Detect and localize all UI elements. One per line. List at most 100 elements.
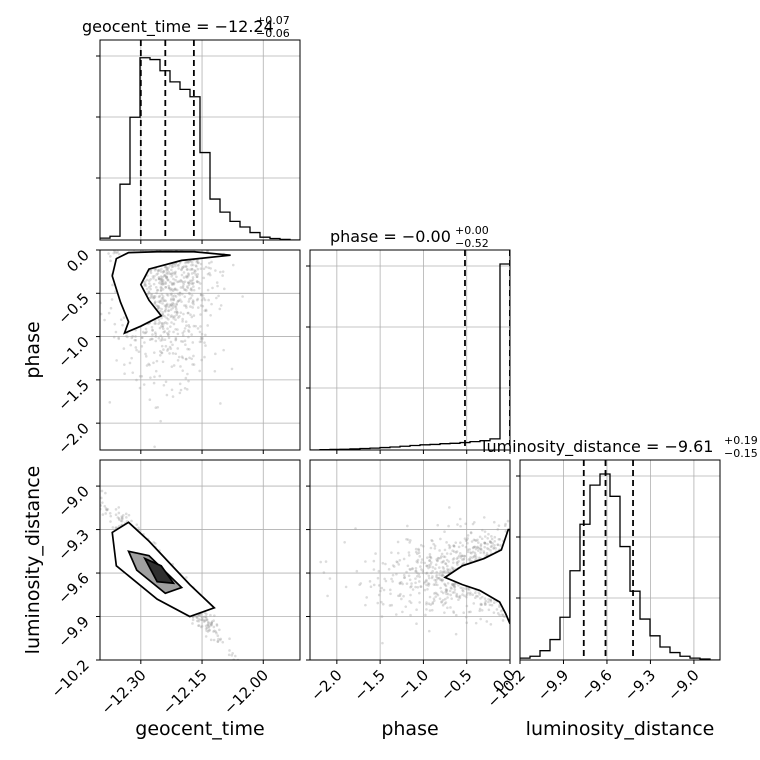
panel-luminosity_distance-vs-phase (306, 459, 511, 664)
sample-point (90, 480, 93, 483)
sample-point (79, 317, 82, 320)
sample-point (181, 331, 185, 335)
sample-point (175, 307, 178, 311)
sample-point (431, 601, 435, 604)
title-geocent-time-sup: +0.07 (256, 14, 290, 27)
sample-point (158, 374, 162, 378)
sample-point (452, 545, 456, 548)
sample-point (183, 280, 187, 283)
sample-point (441, 603, 445, 607)
sample-point (437, 566, 441, 569)
sample-point (451, 583, 455, 587)
sample-point (442, 570, 446, 573)
sample-point (176, 292, 180, 296)
sample-point (435, 558, 438, 561)
sample-point (216, 284, 219, 288)
sample-point (204, 624, 208, 628)
sample-point (233, 654, 237, 658)
sample-point (433, 592, 436, 595)
sample-point (179, 278, 183, 282)
sample-point (147, 285, 151, 289)
sample-point (429, 555, 432, 559)
sample-point (155, 304, 158, 307)
sample-point (183, 288, 187, 291)
sample-point (488, 539, 492, 543)
sample-point (187, 261, 190, 264)
sample-point (410, 582, 413, 585)
sample-point (161, 297, 165, 300)
sample-point (483, 601, 487, 605)
sample-point (190, 261, 194, 264)
sample-point (163, 273, 167, 277)
panel-frame (519, 459, 721, 661)
sample-point (445, 541, 448, 544)
sample-point (483, 541, 487, 545)
sample-point (185, 324, 188, 328)
panel-luminosity_distance-hist (516, 459, 721, 664)
sample-point (205, 629, 208, 632)
sample-point (477, 549, 480, 552)
sample-point (496, 612, 500, 615)
sample-point (427, 602, 431, 606)
sample-point (160, 322, 164, 325)
sample-point (440, 552, 444, 556)
sample-point (164, 309, 167, 312)
sample-point (170, 321, 173, 324)
sample-point (192, 300, 195, 304)
sample-point (164, 304, 168, 307)
sample-point (117, 337, 121, 341)
sample-point (169, 298, 173, 302)
sample-point (425, 608, 428, 611)
sample-point (194, 264, 198, 267)
title-luminosity-distance-sub: −0.15 (724, 447, 758, 460)
sample-point (218, 307, 222, 311)
sample-point (472, 545, 475, 549)
sample-point (478, 535, 482, 539)
sample-point (498, 605, 501, 609)
sample-point (483, 542, 487, 545)
sample-point (191, 301, 194, 305)
sample-point (150, 293, 153, 296)
sample-point (411, 588, 415, 591)
sample-point (459, 524, 462, 528)
sample-point (141, 336, 144, 340)
sample-point (105, 508, 109, 512)
sample-point (324, 560, 328, 563)
sample-point (414, 566, 418, 570)
sample-point (503, 524, 507, 528)
x-axis-label-geocent-time: geocent_time (135, 718, 264, 740)
sample-point (453, 582, 457, 586)
sample-point (143, 284, 146, 287)
sample-point (161, 312, 165, 316)
sample-point (454, 551, 458, 554)
sample-point (493, 544, 496, 547)
sample-point (453, 585, 456, 589)
sample-point (161, 324, 165, 328)
sample-point (156, 289, 159, 292)
sample-point (455, 550, 459, 553)
sample-point (474, 591, 477, 595)
sample-point (465, 595, 468, 599)
sample-point (208, 628, 211, 632)
sample-point (188, 279, 192, 283)
sample-point (498, 537, 502, 541)
sample-point (431, 575, 434, 578)
sample-point (176, 264, 180, 267)
sample-point (167, 317, 170, 321)
histogram-step (310, 263, 510, 450)
sample-point (159, 270, 163, 273)
sample-point (478, 609, 482, 613)
sample-point (326, 594, 329, 598)
sample-point (162, 348, 165, 351)
sample-point (446, 570, 449, 574)
y-axis-label-phase: phase (22, 321, 44, 378)
sample-point (157, 336, 161, 340)
sample-point (165, 277, 169, 280)
sample-point (188, 260, 192, 263)
sample-point (481, 595, 484, 599)
sample-point (196, 261, 200, 265)
sample-point (452, 610, 455, 613)
sample-point (435, 575, 438, 578)
sample-point (441, 578, 445, 582)
sample-point (179, 340, 183, 343)
